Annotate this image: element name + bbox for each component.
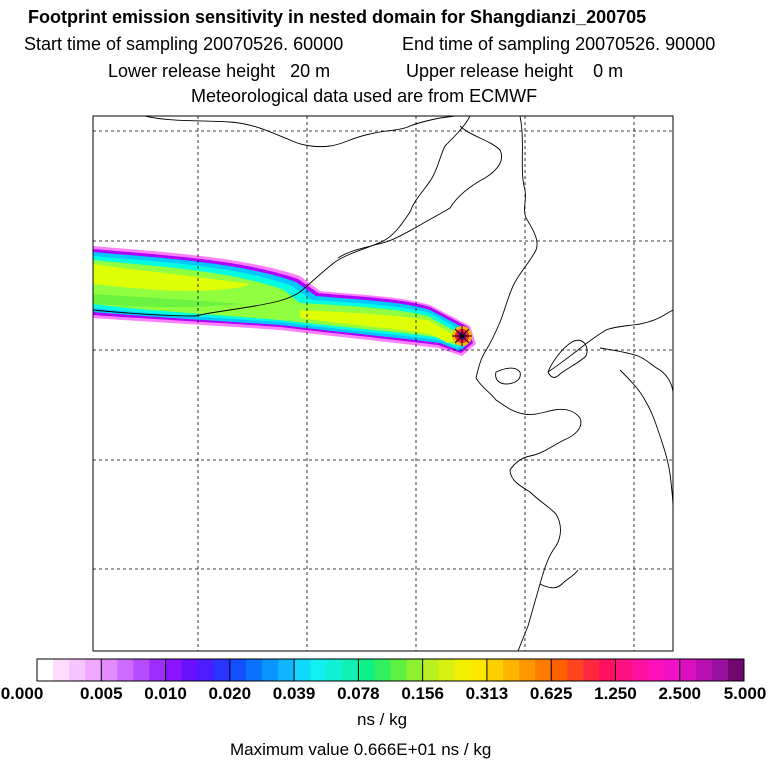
legend-tick-label: 0.010 [144,684,187,703]
liaodong [599,347,673,393]
coast-small [495,367,521,385]
legend-swatch [615,659,633,681]
emission-plume [93,246,476,356]
peninsula-loop [547,339,588,378]
legend-tick-label: 0.078 [337,684,380,703]
bay-coast [475,377,582,651]
lower-release-height: Lower release height 20 m [108,61,331,81]
korea-coast [475,116,538,379]
plume-yellow-east [300,310,454,343]
legend-swatch [551,659,568,681]
legend-swatch [101,659,118,681]
plume-green-streak [93,294,240,307]
graticule [93,116,673,651]
legend-tick-label: 0.020 [208,684,252,703]
legend-swatch [165,659,183,681]
legend-swatch [326,659,343,681]
legend-frame [36,658,745,682]
legend-swatch [502,659,520,681]
legend-swatch [374,659,391,681]
legend-swatch [53,659,70,681]
legend-swatch [647,659,665,681]
legend-swatch [406,659,424,681]
legend-swatch [470,659,488,681]
legend-swatch [37,659,54,681]
inner-border [337,125,503,259]
legend-swatch [261,659,279,681]
end-time: End time of sampling 20070526. 90000 [402,34,716,54]
legend-swatch [278,659,295,681]
legend-tick-label: 2.500 [658,684,701,703]
plume-yellow [93,264,250,291]
legend-swatch [535,659,552,681]
legend-swatch [438,659,456,681]
legend-swatch [310,659,327,681]
legend-swatch [294,659,311,681]
legend-swatch [567,659,584,681]
legend-swatch [631,659,649,681]
legend-swatch [149,659,167,681]
legend-swatch [711,659,729,681]
legend-swatch [599,659,616,681]
legend-swatch [663,659,681,681]
legend-swatch [583,659,600,681]
mongolia-border [93,116,471,317]
legend-swatch [422,659,440,681]
legend-swatch [390,659,408,681]
legend-swatch [117,659,134,681]
peninsula-east [547,309,673,373]
legend-swatch [85,659,102,681]
legend-colorbar [36,659,745,681]
legend-swatch [342,659,359,681]
receptor-star-icon [452,326,472,346]
legend-swatch [133,659,150,681]
legend-tick-label: 1.250 [594,684,637,703]
maximum-value: Maximum value 0.666E+01 ns / kg [230,740,492,759]
met-data-source: Meteorological data used are from ECMWF [191,86,538,106]
legend-tick-label: 5.000 [723,684,767,703]
legend-tick-label: 0.000 [0,684,44,703]
legend-swatch [358,659,375,681]
coastlines [93,116,673,651]
legend-tick-label: 0.039 [272,684,316,703]
legend-swatch [519,659,536,681]
legend-swatch [695,659,713,681]
legend-swatch [679,659,697,681]
map-frame [92,115,674,652]
legend-swatch [486,659,504,681]
legend-tick-label: 0.625 [529,684,573,703]
legend-tick-label: 0.005 [79,684,123,703]
legend-tick-label: 0.313 [465,684,509,703]
legend-swatch [245,659,263,681]
legend-swatch [181,659,199,681]
page-title: Footprint emission sensitivity in nested… [28,7,647,27]
legend-swatch [69,659,86,681]
upper-release-height: Upper release height 0 m [406,61,624,81]
legend-swatch [197,659,215,681]
start-time: Start time of sampling 20070526. 60000 [24,34,344,54]
legend-swatch [454,659,472,681]
coast-south [539,569,579,589]
northern-border [144,116,456,148]
legend-units: ns / kg [357,710,408,729]
legend-swatch [229,659,247,681]
legend-tick-label: 0.156 [401,684,444,703]
legend-swatch [727,659,745,681]
east-coast [619,369,673,509]
legend-swatch [213,659,231,681]
